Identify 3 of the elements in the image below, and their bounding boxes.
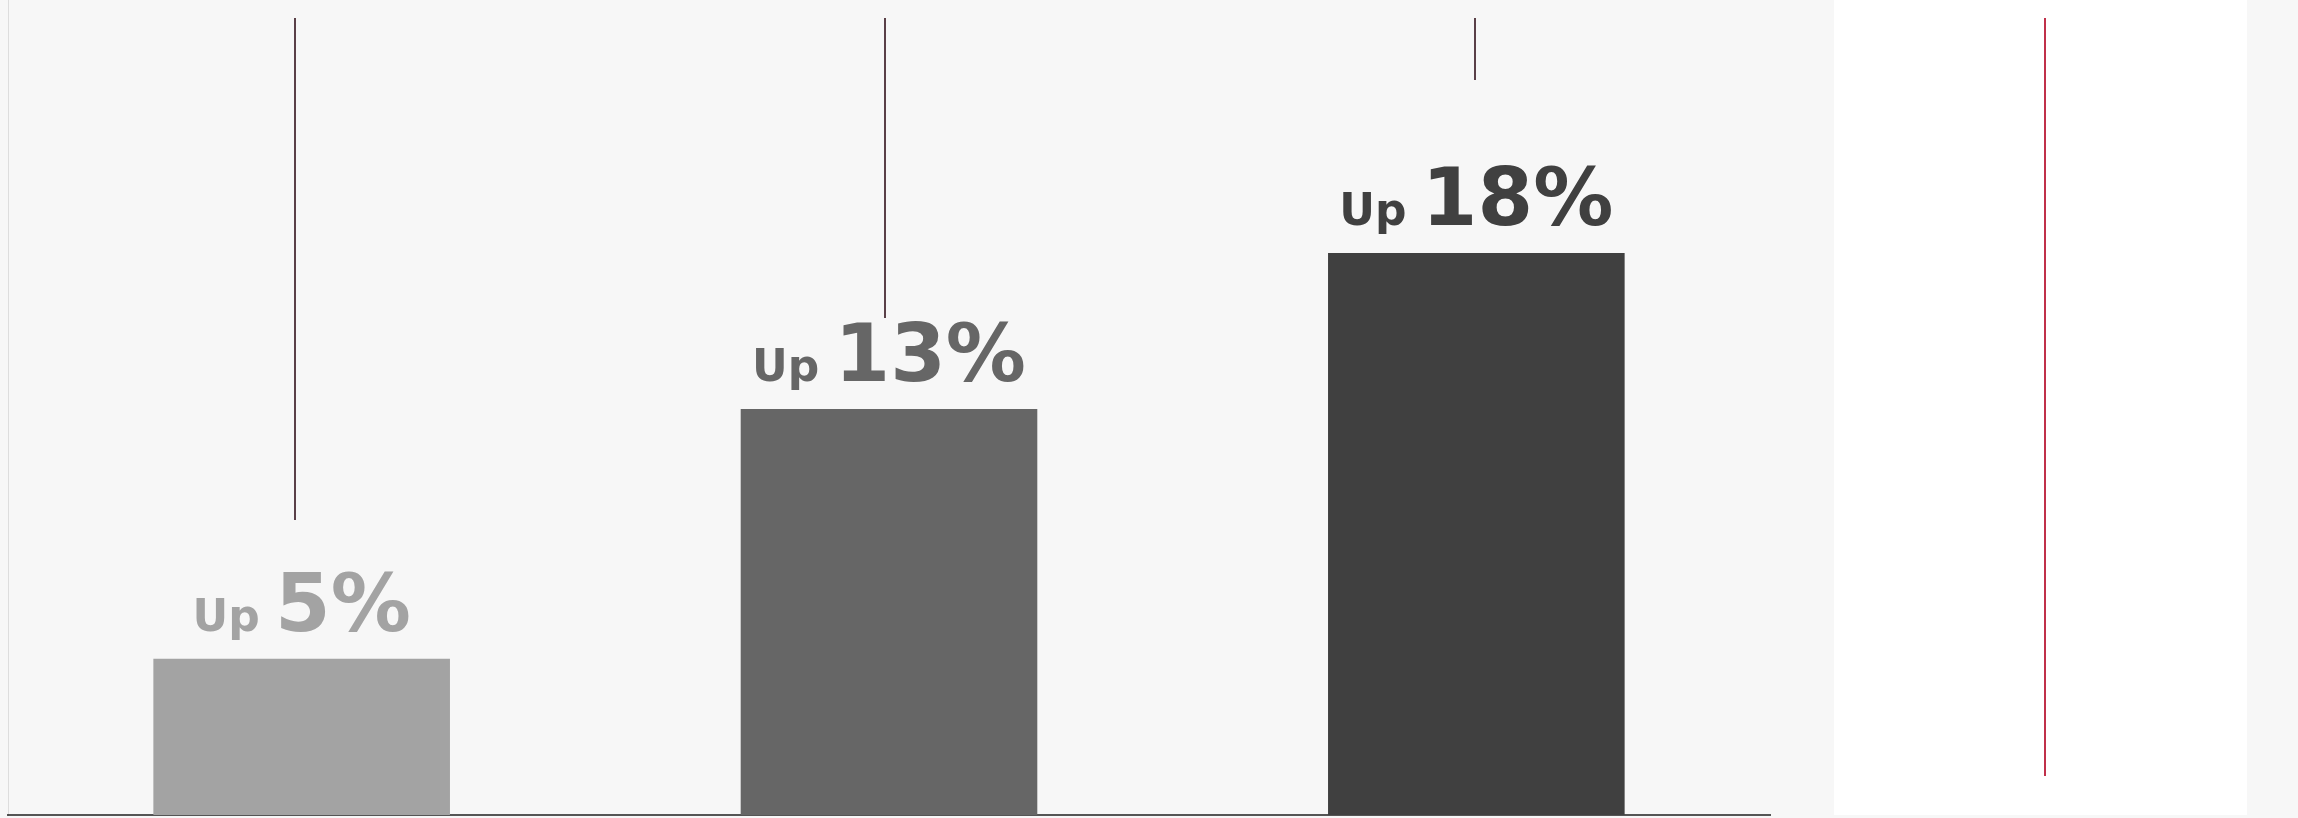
data-label: Up 18%	[1339, 150, 1614, 244]
data-label: Up 5%	[192, 556, 411, 650]
data-label: Up 13%	[751, 307, 1027, 401]
